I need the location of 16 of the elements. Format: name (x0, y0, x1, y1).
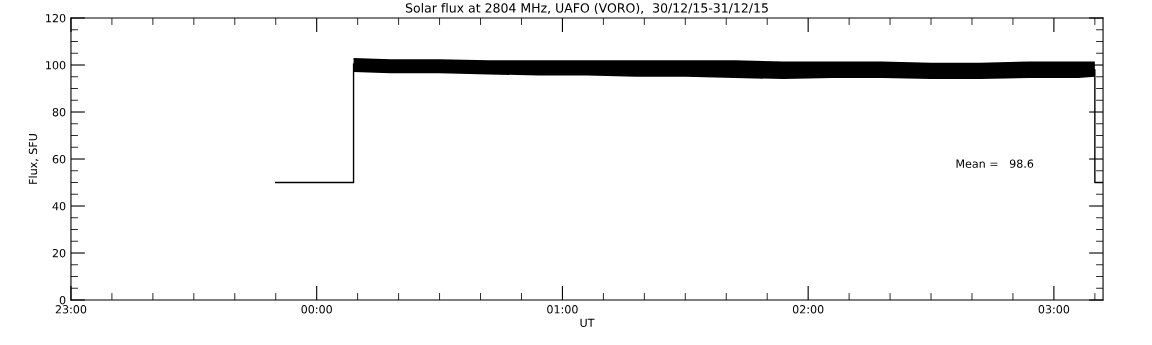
chart-title: Solar flux at 2804 MHz, UAFO (VORO), 30/12/15-31/12/15 (405, 2, 768, 15)
y-tick-label: 20 (52, 248, 66, 258)
y-tick-label: 40 (52, 201, 66, 211)
y-axis-title: Flux, SFU (28, 134, 39, 184)
x-tick-label: 00:00 (301, 305, 332, 314)
y-tick-label: 120 (46, 13, 66, 23)
x-tick-label: 01:00 (547, 305, 578, 314)
x-tick-label: 23:00 (55, 305, 87, 314)
x-axis-title: UT (580, 318, 595, 328)
x-tick-label: 02:00 (792, 305, 824, 314)
y-tick-label: 100 (46, 60, 66, 70)
annotation: Mean = 98.6 (956, 159, 1034, 168)
y-tick-label: 0 (59, 295, 66, 305)
y-tick-label: 60 (52, 154, 66, 164)
y-tick-label: 80 (52, 107, 66, 117)
x-tick-label: 03:00 (1038, 305, 1070, 314)
